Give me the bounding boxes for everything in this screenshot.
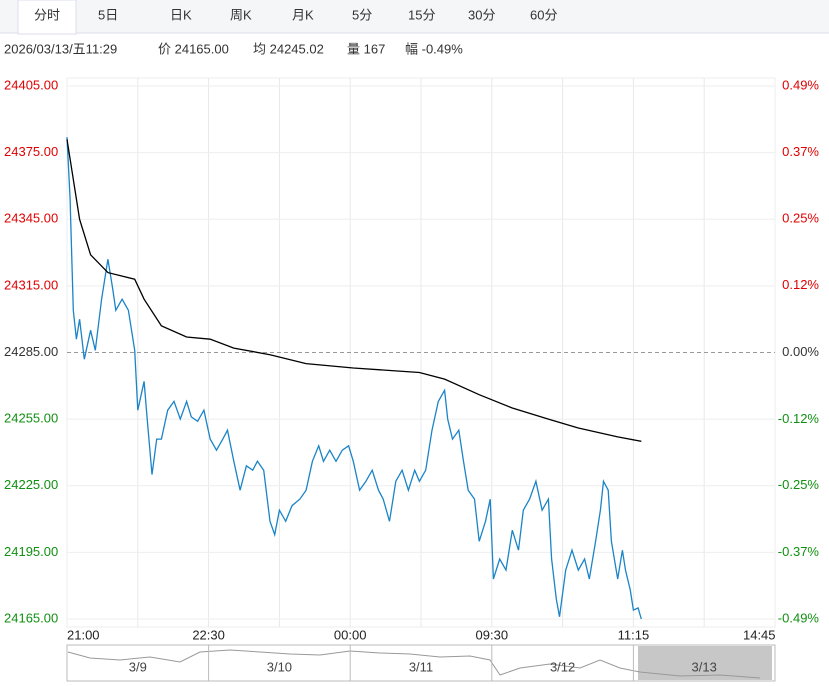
x-tick-label: 00:00 [334,627,367,642]
info-field: 均 24245.02 [253,41,324,56]
y2-tick-label: -0.37% [778,544,820,559]
tab[interactable]: 月K [292,7,314,22]
navigator-label: 3/12 [550,659,575,674]
tab[interactable]: 30分 [468,7,495,22]
y2-tick-label: -0.49% [778,610,820,625]
price-line [66,139,642,442]
y-tick-label: 24225.00 [4,477,58,492]
x-tick-label: 14:45 [743,627,776,642]
tab[interactable]: 60分 [530,7,557,22]
x-tick-label: 11:15 [618,627,650,642]
tab[interactable]: 5日 [98,7,118,22]
y-tick-label: 24255.00 [4,411,58,426]
navigator-label: 3/13 [692,659,717,674]
navigator-label: 3/9 [129,659,147,674]
navigator-label: 3/11 [409,659,433,674]
info-field: 量 167 [347,41,385,56]
y2-tick-label: 0.25% [782,211,819,226]
x-tick-label: 09:30 [476,627,509,642]
y-tick-label: 24375.00 [4,144,58,159]
tab-bar [0,0,829,33]
navigator-selection[interactable] [638,646,772,680]
tab[interactable]: 15分 [408,7,435,22]
y-tick-label: 24315.00 [4,277,58,292]
x-tick-label: 22:30 [192,627,225,642]
y2-tick-label: -0.25% [778,477,820,492]
y-tick-label: 24345.00 [4,211,58,226]
y-tick-label: 24165.00 [4,610,58,625]
y2-tick-label: -0.12% [778,411,820,426]
tab-active[interactable] [17,0,77,35]
x-tick-label: 21:00 [67,627,100,642]
price-line [66,137,642,620]
navigator-label: 3/10 [267,659,292,674]
navigator-sparkline [67,649,761,679]
y-tick-label: 24195.00 [4,544,58,559]
y2-tick-label: 0.12% [782,277,819,292]
info-field: 幅 -0.49% [405,41,463,56]
info-field: 价 24165.00 [158,41,229,56]
tab[interactable]: 分时 [34,7,60,22]
y2-tick-label: 0.49% [782,77,819,92]
tab[interactable]: 5分 [352,7,372,22]
y-tick-label: 24285.00 [4,344,58,359]
y2-tick-label: 0.37% [782,144,819,159]
y2-tick-label: 0.00% [782,344,819,359]
info-field: 2026/03/13/五11:29 [4,41,117,56]
tab[interactable]: 日K [170,7,192,22]
y-tick-label: 24405.00 [4,77,58,92]
tab[interactable]: 周K [230,7,252,22]
